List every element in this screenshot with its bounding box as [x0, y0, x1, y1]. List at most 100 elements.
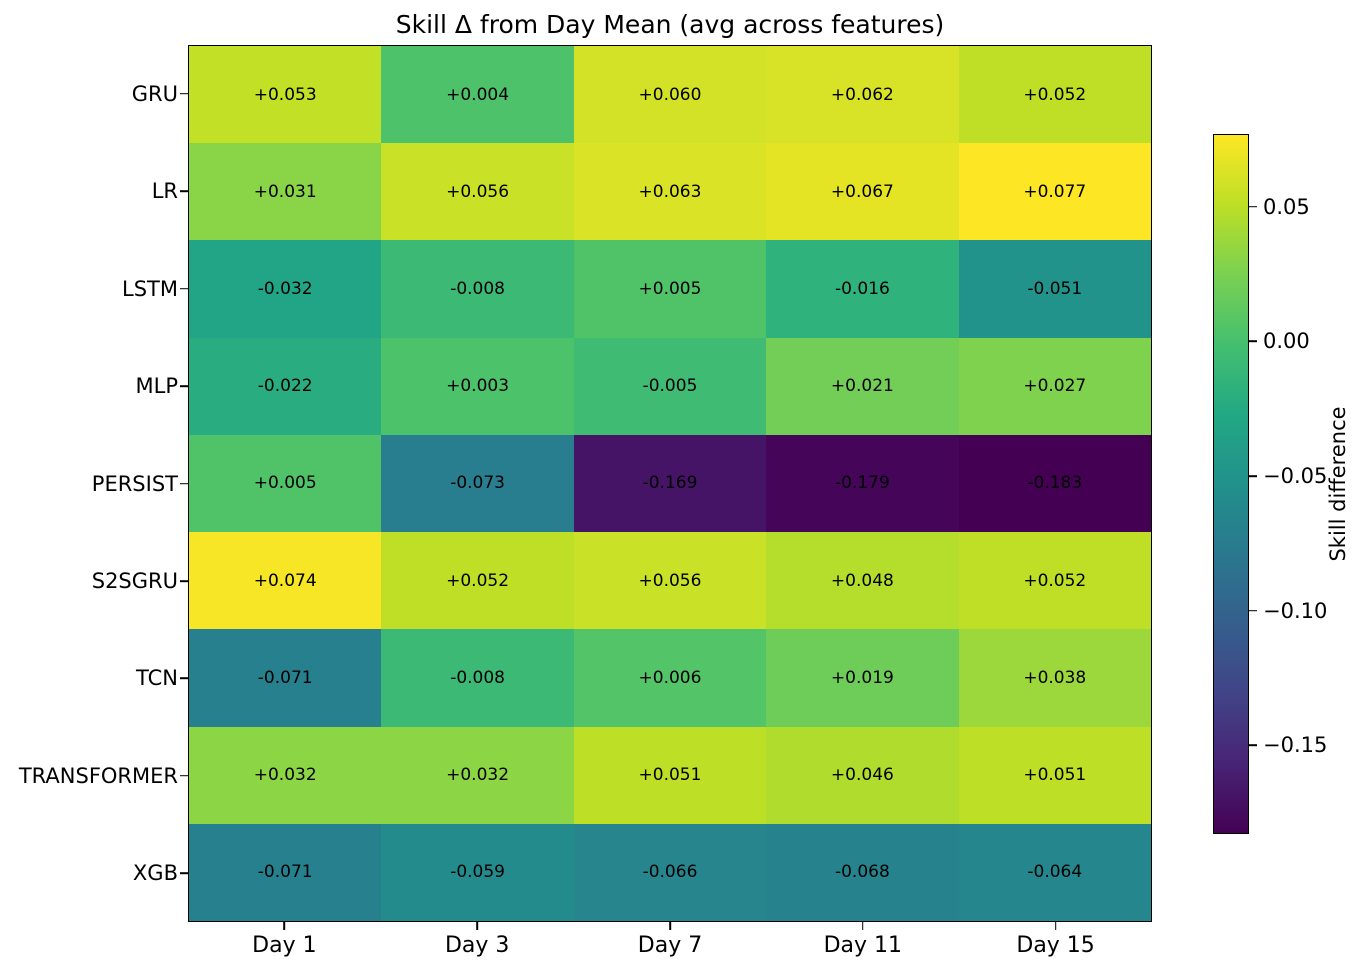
- cell-value-label: +0.019: [830, 667, 894, 688]
- heatmap-cell: -0.008: [381, 629, 574, 727]
- cell-value-label: +0.063: [638, 181, 702, 202]
- y-tick-label: XGB: [132, 861, 178, 886]
- heatmap-cell: +0.051: [573, 726, 767, 824]
- cell-value-label: +0.021: [830, 376, 894, 397]
- heatmap-cell: +0.019: [766, 629, 959, 727]
- y-tick-label: MLP: [135, 374, 178, 399]
- heatmap-cell: +0.046: [766, 726, 959, 824]
- cell-value-label: +0.067: [830, 181, 894, 202]
- heatmap-cell: -0.179: [766, 434, 959, 533]
- y-tick-mark: [180, 385, 188, 387]
- heatmap-cell: -0.073: [381, 434, 574, 533]
- y-tick-mark: [180, 775, 188, 777]
- x-tick-mark: [476, 922, 478, 930]
- cell-value-label: +0.077: [1023, 181, 1087, 202]
- x-tick-label: Day 1: [252, 933, 317, 958]
- cell-value-label: -0.005: [642, 376, 698, 397]
- cell-value-label: -0.169: [642, 473, 698, 494]
- cell-value-label: +0.032: [446, 765, 510, 786]
- heatmap-cell: +0.053: [189, 46, 382, 144]
- cell-value-label: +0.056: [638, 570, 702, 591]
- heatmap-cell: +0.063: [573, 143, 767, 241]
- y-tick-label: S2SGRU: [91, 568, 178, 593]
- x-tick-label: Day 3: [444, 933, 510, 958]
- heatmap-cell: -0.051: [958, 240, 1151, 338]
- heatmap-plot-area: +0.053 +0.004 +0.060 +0.062 +0.052 +0.031 +0.0…: [188, 45, 1152, 922]
- colorbar-tick-mark: [1249, 205, 1257, 208]
- heatmap-cell: -0.071: [189, 823, 382, 921]
- x-tick-label: Day 15: [1016, 933, 1095, 958]
- colorbar-axis-label: Skill difference: [1326, 406, 1350, 562]
- chart-title: Skill Δ from Day Mean (avg across featur…: [395, 10, 945, 39]
- cell-value-label: -0.022: [257, 376, 313, 397]
- heatmap-cell: -0.059: [381, 823, 574, 921]
- heatmap-cell: -0.008: [381, 240, 574, 338]
- cell-value-label: -0.183: [1027, 473, 1083, 494]
- colorbar-tick-label: 0.05: [1263, 194, 1310, 219]
- cell-value-label: +0.005: [638, 279, 702, 300]
- heatmap-cell: -0.032: [189, 240, 382, 338]
- heatmap-cell: +0.003: [381, 337, 574, 435]
- cell-value-label: +0.046: [830, 765, 894, 786]
- heatmap-cell: -0.005: [573, 337, 767, 435]
- heatmap-cell: +0.056: [381, 143, 574, 241]
- cell-value-label: +0.027: [1023, 376, 1087, 397]
- heatmap-cell: +0.077: [958, 143, 1151, 241]
- x-tick-label: Day 11: [823, 933, 903, 958]
- cell-value-label: -0.051: [1027, 279, 1083, 300]
- heatmap-cell: +0.038: [958, 629, 1151, 727]
- y-tick-mark: [180, 872, 188, 875]
- cell-value-label: +0.005: [253, 473, 317, 494]
- heatmap-cell: +0.004: [381, 46, 574, 144]
- y-tick-label: LSTM: [122, 276, 178, 301]
- cell-value-label: +0.038: [1023, 667, 1087, 688]
- heatmap-cell: +0.032: [189, 726, 382, 824]
- cell-value-label: +0.052: [1023, 570, 1087, 591]
- cell-value-label: -0.016: [834, 279, 890, 300]
- cell-value-label: -0.064: [1027, 862, 1083, 883]
- y-tick-mark: [180, 482, 188, 485]
- colorbar-tick-mark: [1249, 475, 1257, 477]
- colorbar: [1213, 134, 1249, 834]
- y-tick-label: PERSIST: [91, 471, 178, 496]
- colorbar-tick-label: −0.10: [1263, 598, 1328, 623]
- cell-value-label: -0.008: [450, 667, 505, 688]
- heatmap-cell: +0.005: [573, 240, 767, 338]
- cell-value-label: -0.179: [834, 473, 890, 494]
- colorbar-tick-mark: [1249, 609, 1257, 612]
- heatmap-cell: +0.060: [573, 46, 767, 144]
- heatmap-cell: +0.056: [573, 532, 767, 630]
- heatmap-cell: -0.066: [573, 823, 767, 921]
- heatmap-cell: -0.064: [958, 823, 1151, 921]
- heatmap-cell: +0.052: [381, 532, 574, 630]
- y-tick-mark: [180, 92, 188, 95]
- cell-value-label: +0.060: [638, 84, 702, 105]
- heatmap-cell: +0.031: [189, 143, 382, 241]
- cell-value-label: -0.068: [834, 862, 890, 883]
- heatmap-cell: +0.048: [766, 532, 959, 630]
- cell-value-label: +0.006: [638, 667, 702, 688]
- cell-value-label: -0.073: [450, 473, 505, 494]
- heatmap-cell: +0.051: [958, 726, 1151, 824]
- cell-value-label: -0.071: [257, 667, 313, 688]
- heatmap-cell: -0.022: [189, 337, 382, 435]
- colorbar-tick-label: −0.15: [1263, 733, 1328, 758]
- colorbar-tick-mark: [1249, 340, 1257, 343]
- colorbar-tick-label: −0.05: [1263, 463, 1328, 488]
- y-tick-label: LR: [151, 179, 178, 204]
- cell-value-label: +0.062: [830, 84, 894, 105]
- cell-value-label: +0.052: [446, 570, 510, 591]
- cell-value-label: +0.048: [830, 570, 894, 591]
- cell-value-label: +0.074: [253, 570, 317, 591]
- x-tick-mark: [1054, 922, 1057, 930]
- heatmap-cell: -0.169: [573, 434, 767, 533]
- heatmap-cell: -0.068: [766, 823, 959, 921]
- heatmap-cell: +0.052: [958, 532, 1151, 630]
- cell-value-label: +0.051: [638, 765, 702, 786]
- y-tick-mark: [180, 677, 188, 680]
- cell-value-label: +0.003: [446, 376, 510, 397]
- heatmap-cell: -0.071: [189, 629, 382, 727]
- colorbar-tick-label: 0.00: [1263, 329, 1310, 354]
- y-tick-mark: [180, 190, 188, 192]
- cell-value-label: +0.031: [253, 181, 317, 202]
